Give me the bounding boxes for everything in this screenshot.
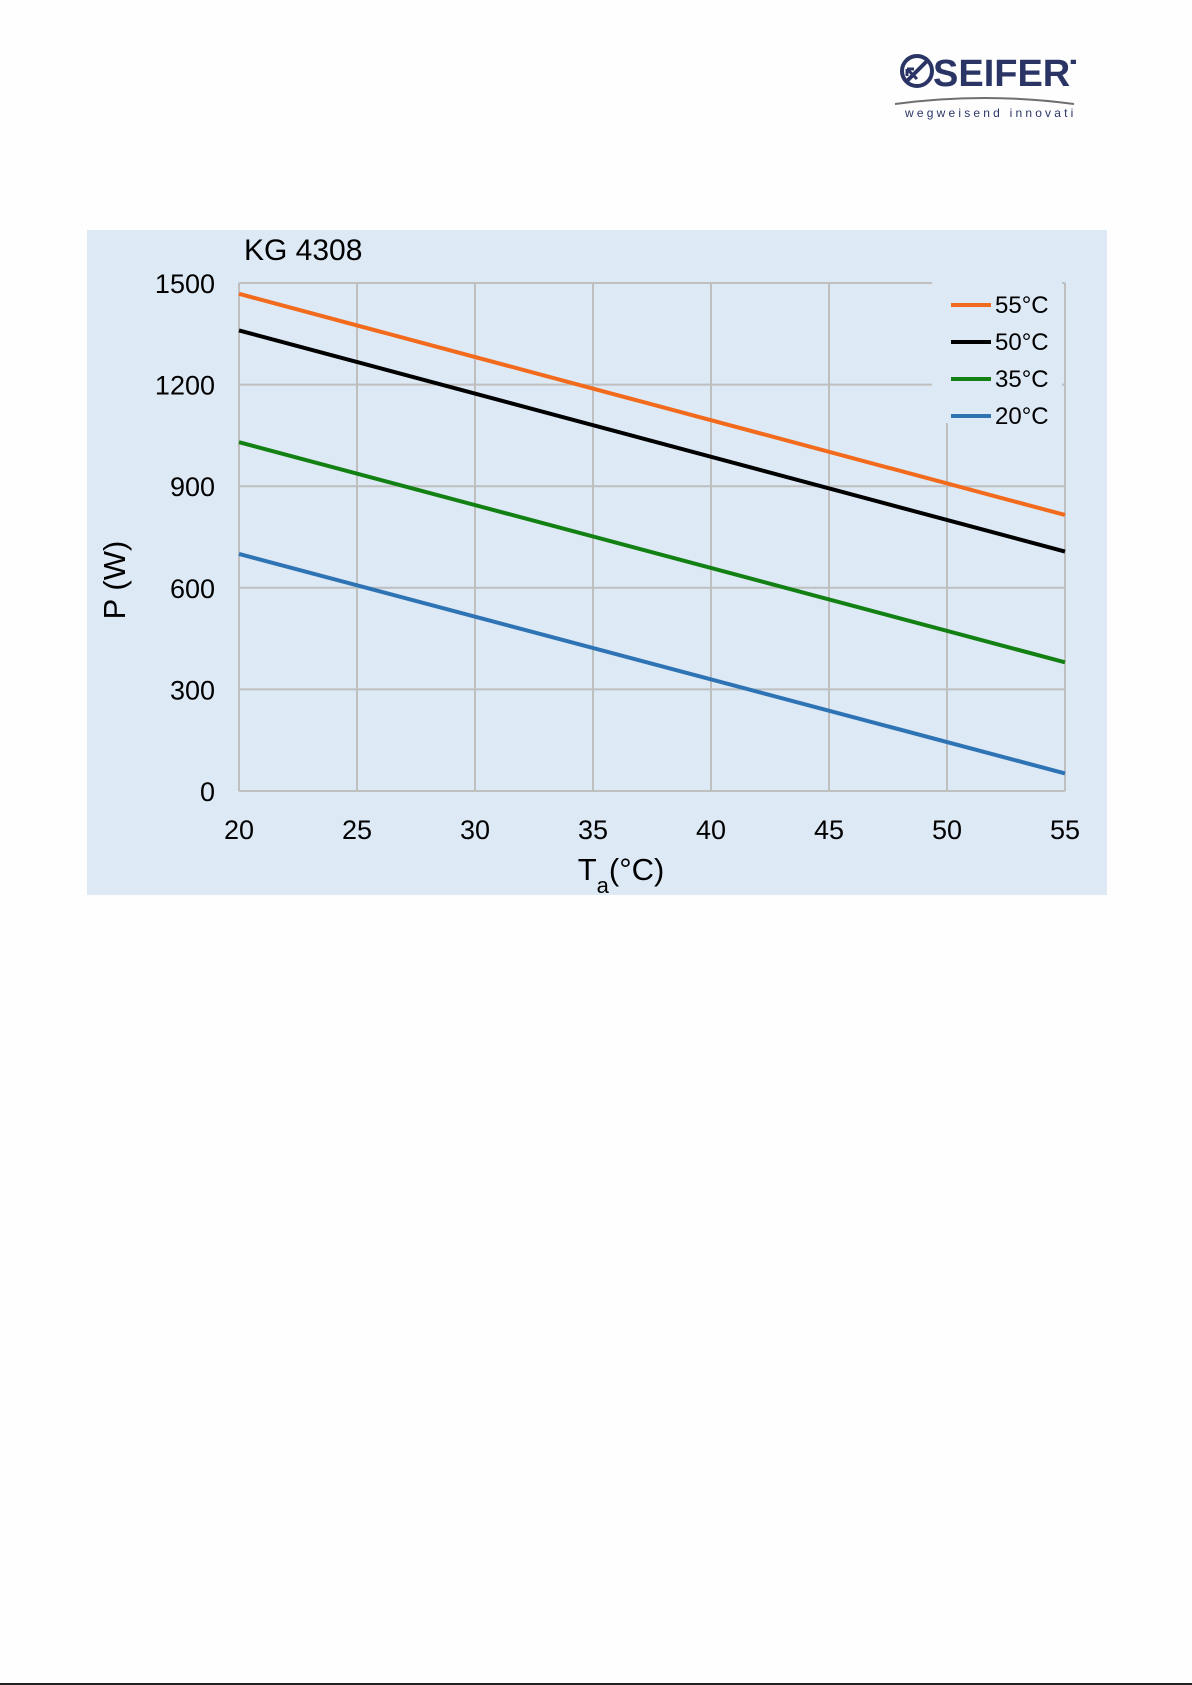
x-tick-label: 55 — [1050, 815, 1080, 845]
x-axis-label-sub: a — [597, 873, 610, 896]
y-tick-label: 0 — [200, 777, 215, 807]
page-bottom-rule — [0, 1683, 1192, 1685]
series-line-20Cc — [238, 552, 1066, 776]
x-axis-label-main: T — [578, 852, 597, 887]
series-line-35Cc — [238, 440, 1066, 665]
x-axis-label-unit: (°C) — [609, 852, 664, 887]
power-chart: 0 300 600 900 1200 1500 20 25 30 35 40 45 50 55 KG 43… — [97, 234, 1080, 895]
x-tick-label: 45 — [814, 815, 844, 845]
legend-entry: 35°C — [995, 366, 1049, 393]
x-tick-label: 25 — [342, 815, 372, 845]
legend: 55°C 50°C 35°C 20°C — [951, 292, 1049, 430]
y-tick-label: 1500 — [155, 269, 215, 299]
logo-name: SEIFERT — [933, 53, 1076, 95]
x-tick-label: 30 — [460, 815, 490, 845]
x-tick-label: 35 — [578, 815, 608, 845]
legend-box — [932, 273, 1062, 423]
y-tick-label: 300 — [170, 675, 215, 705]
legend-entry: 50°C — [995, 329, 1049, 356]
x-tick-label: 40 — [696, 815, 726, 845]
logo-tagline: wegweisend innovativ — [904, 106, 1076, 120]
x-tick-label: 20 — [224, 815, 254, 845]
chart-title: KG 4308 — [244, 234, 362, 267]
y-tick-label: 1200 — [155, 371, 215, 401]
seifert-logo: SEIFERT wegweisend innovativ — [893, 50, 1093, 122]
x-axis-label: Ta(°C) — [578, 852, 665, 895]
chart-panel: 0 300 600 900 1200 1500 20 25 30 35 40 45 50 55 KG 43… — [87, 230, 1107, 895]
legend-entry: 20°C — [995, 403, 1049, 430]
series-line-50Cc — [238, 328, 1066, 554]
y-axis-label: P (W) — [97, 541, 132, 620]
y-tick-label: 900 — [170, 472, 215, 502]
series-line-55Cc — [238, 291, 1066, 517]
x-tick-label: 50 — [932, 815, 962, 845]
legend-entry: 55°C — [995, 292, 1049, 319]
y-tick-label: 600 — [170, 574, 215, 604]
